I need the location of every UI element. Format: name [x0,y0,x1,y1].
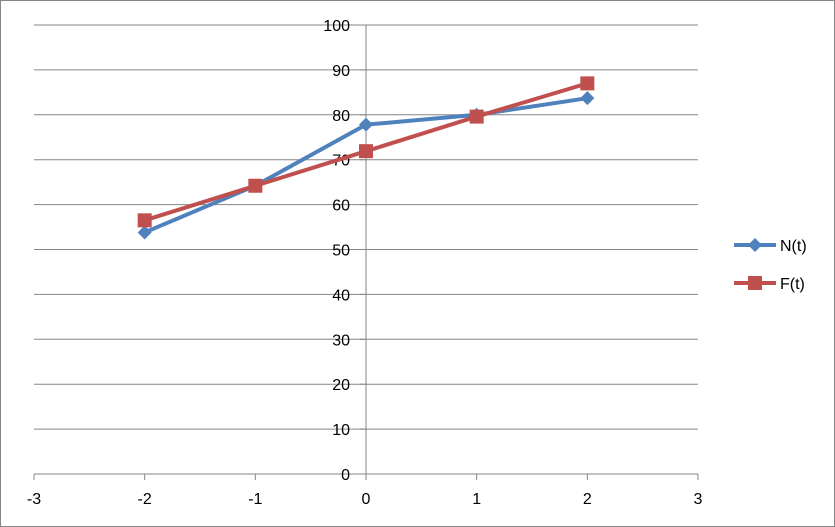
x-tick-label: -2 [138,491,152,508]
data-point-n-t [580,91,595,106]
y-tick-label: 100 [323,18,350,35]
series [137,76,595,240]
legend-label: N(t) [780,238,807,255]
series-f-t [137,76,595,228]
data-point-n-t [137,225,152,240]
y-tick-label: 60 [332,198,350,215]
x-tick-label: -1 [248,491,262,508]
y-tick-label: 50 [332,243,350,260]
y-tick-label: 80 [332,108,350,125]
x-tick-label: -3 [27,491,41,508]
legend-marker [748,238,762,252]
y-tick-label: 0 [341,467,350,484]
data-point-f-t [137,213,152,228]
legend-item-n-t: N(t) [734,238,807,255]
legend-label: F(t) [780,276,805,293]
axes [33,24,699,480]
data-point-f-t [248,178,263,193]
x-tick-label: 0 [362,491,371,508]
x-tick-label: 3 [694,491,703,508]
y-tick-label: 30 [332,332,350,349]
data-point-f-t [359,144,373,159]
x-tick-label: 1 [472,491,481,508]
data-point-f-t [580,76,595,91]
y-tick-label: 40 [332,287,350,304]
y-tick-label: 90 [332,63,350,80]
data-point-f-t [469,109,484,124]
data-point-n-t [359,117,373,132]
legend-item-f-t: F(t) [734,276,805,293]
x-tick-label: 2 [583,491,592,508]
legend: N(t) F(t) [734,238,807,293]
y-tick-label: 10 [332,422,350,439]
y-tick-label: 20 [332,377,350,394]
legend-marker [748,276,762,290]
